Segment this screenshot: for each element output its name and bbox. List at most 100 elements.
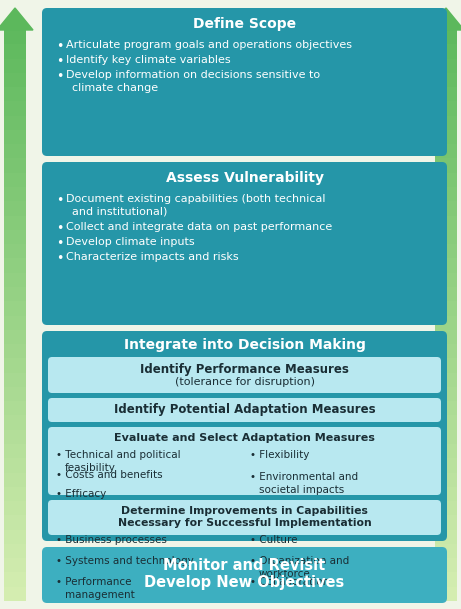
- Bar: [4, 387, 26, 401]
- Text: •: •: [56, 222, 63, 235]
- Text: • Performance: • Performance: [56, 577, 131, 586]
- Bar: [4, 330, 26, 344]
- Bar: [4, 487, 26, 501]
- Text: •: •: [56, 237, 63, 250]
- Bar: [4, 558, 26, 572]
- Bar: [435, 530, 457, 544]
- Bar: [435, 401, 457, 415]
- FancyBboxPatch shape: [48, 500, 441, 535]
- Polygon shape: [0, 8, 33, 30]
- Bar: [435, 44, 457, 58]
- Text: • Collaboration: • Collaboration: [250, 577, 329, 586]
- Text: •: •: [56, 194, 63, 207]
- Bar: [435, 287, 457, 301]
- Bar: [4, 216, 26, 230]
- Bar: [435, 244, 457, 258]
- Bar: [4, 187, 26, 202]
- Bar: [4, 530, 26, 544]
- Text: workforce: workforce: [259, 569, 311, 579]
- Bar: [4, 116, 26, 130]
- Bar: [4, 58, 26, 73]
- Bar: [4, 30, 26, 44]
- Bar: [4, 202, 26, 216]
- Bar: [4, 173, 26, 187]
- Bar: [435, 344, 457, 358]
- Text: Identify Potential Adaptation Measures: Identify Potential Adaptation Measures: [114, 404, 375, 417]
- Bar: [435, 473, 457, 487]
- Bar: [4, 358, 26, 373]
- Text: feasibility: feasibility: [65, 463, 116, 473]
- Bar: [435, 586, 457, 601]
- Bar: [435, 144, 457, 158]
- FancyBboxPatch shape: [42, 547, 447, 603]
- Bar: [435, 444, 457, 458]
- FancyBboxPatch shape: [48, 398, 441, 422]
- Bar: [4, 501, 26, 515]
- Bar: [4, 158, 26, 173]
- Bar: [4, 458, 26, 473]
- Text: Integrate into Decision Making: Integrate into Decision Making: [124, 338, 366, 352]
- Bar: [4, 258, 26, 273]
- FancyBboxPatch shape: [48, 357, 441, 393]
- Bar: [4, 287, 26, 301]
- Text: Define Scope: Define Scope: [193, 17, 296, 31]
- Text: Develop information on decisions sensitive to: Develop information on decisions sensiti…: [66, 70, 320, 80]
- Bar: [4, 586, 26, 601]
- Bar: [435, 101, 457, 116]
- Text: Assess Vulnerability: Assess Vulnerability: [165, 171, 324, 185]
- Bar: [435, 501, 457, 515]
- FancyBboxPatch shape: [42, 8, 447, 156]
- Text: management: management: [65, 590, 135, 600]
- Text: • Business processes: • Business processes: [56, 535, 167, 545]
- Bar: [4, 430, 26, 444]
- Text: Articulate program goals and operations objectives: Articulate program goals and operations …: [66, 40, 352, 50]
- Bar: [4, 415, 26, 430]
- Bar: [435, 415, 457, 430]
- Bar: [4, 101, 26, 116]
- Text: Necessary for Successful Implementation: Necessary for Successful Implementation: [118, 518, 372, 528]
- Bar: [435, 158, 457, 173]
- Text: Develop New Objectives: Develop New Objectives: [144, 576, 345, 591]
- Polygon shape: [428, 8, 461, 30]
- Text: Identify key climate variables: Identify key climate variables: [66, 55, 230, 65]
- Bar: [435, 58, 457, 73]
- Bar: [435, 330, 457, 344]
- Bar: [435, 387, 457, 401]
- Bar: [4, 244, 26, 258]
- Bar: [435, 230, 457, 244]
- FancyBboxPatch shape: [42, 331, 447, 541]
- Bar: [4, 130, 26, 144]
- Text: •: •: [56, 70, 63, 83]
- FancyBboxPatch shape: [42, 162, 447, 325]
- Text: •: •: [56, 55, 63, 68]
- Bar: [4, 544, 26, 558]
- Text: Identify Performance Measures: Identify Performance Measures: [140, 362, 349, 376]
- Bar: [435, 273, 457, 287]
- Text: •: •: [56, 252, 63, 265]
- Text: • Efficacy: • Efficacy: [56, 489, 106, 499]
- Bar: [4, 373, 26, 387]
- Text: Determine Improvements in Capabilities: Determine Improvements in Capabilities: [121, 506, 368, 516]
- Bar: [4, 444, 26, 458]
- Text: • Technical and political: • Technical and political: [56, 450, 181, 460]
- Bar: [435, 187, 457, 202]
- Bar: [435, 515, 457, 530]
- Bar: [435, 572, 457, 586]
- Bar: [4, 273, 26, 287]
- Bar: [435, 30, 457, 44]
- Bar: [4, 473, 26, 487]
- Bar: [4, 401, 26, 415]
- Bar: [435, 458, 457, 473]
- Bar: [435, 130, 457, 144]
- Bar: [435, 430, 457, 444]
- Bar: [435, 373, 457, 387]
- Bar: [435, 73, 457, 87]
- Bar: [4, 144, 26, 158]
- FancyBboxPatch shape: [48, 427, 441, 495]
- Bar: [435, 487, 457, 501]
- Text: societal impacts: societal impacts: [259, 485, 344, 495]
- Bar: [435, 358, 457, 373]
- Text: climate change: climate change: [72, 83, 158, 93]
- Text: Develop climate inputs: Develop climate inputs: [66, 237, 195, 247]
- Bar: [4, 572, 26, 586]
